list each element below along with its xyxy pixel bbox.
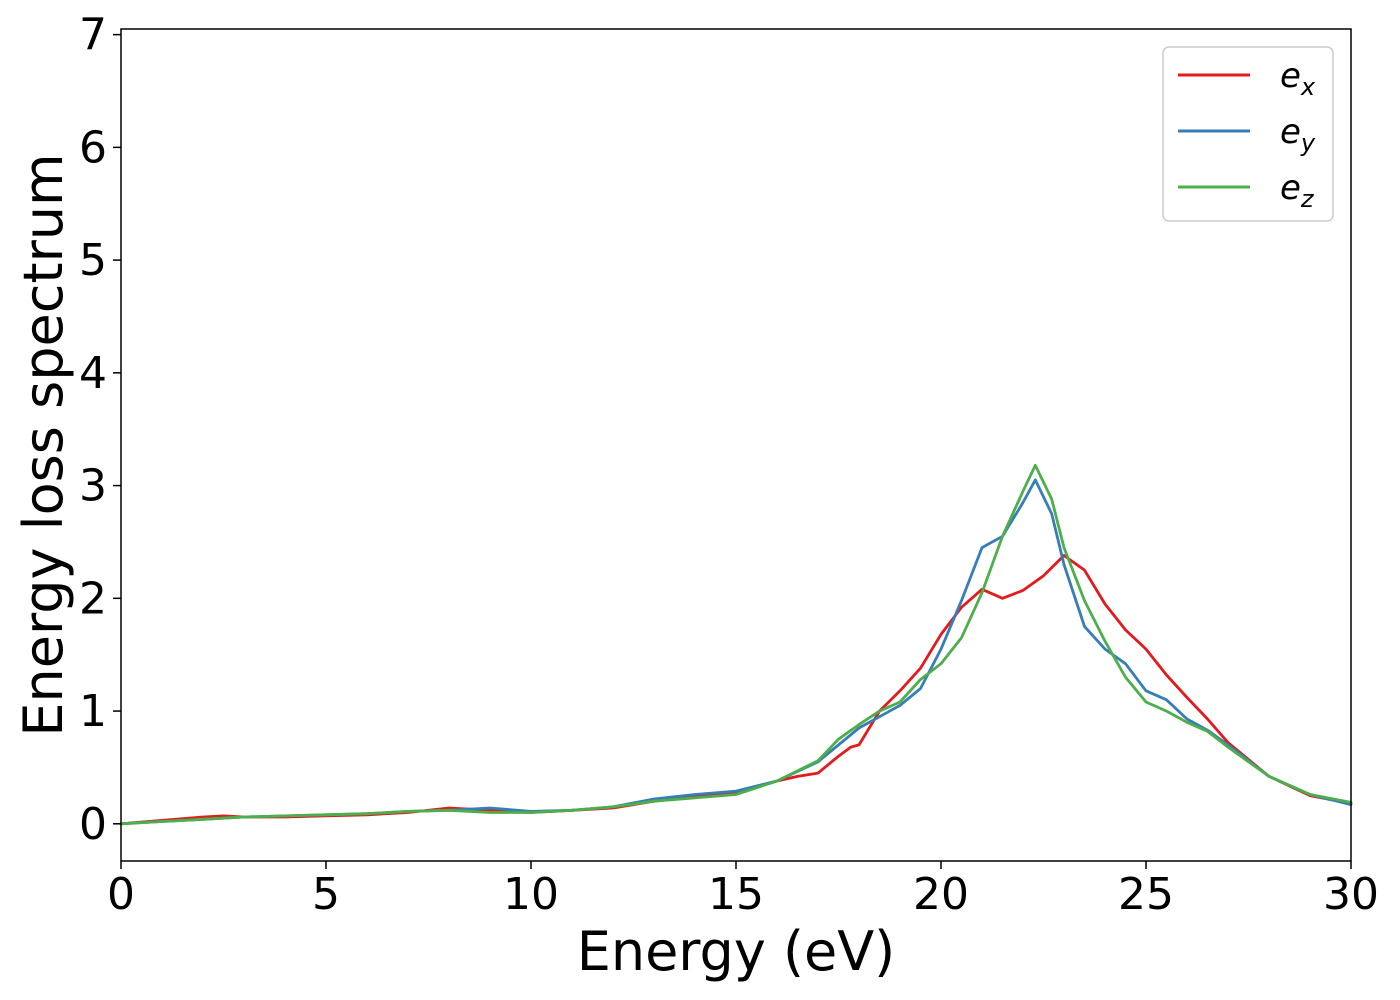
y-tick-label: 3 [79, 461, 107, 512]
legend-label-y: ey [1280, 112, 1316, 157]
x-axis-label: Energy (eV) [577, 920, 896, 983]
y-tick-label: 4 [79, 348, 107, 399]
x-tick-label: 10 [503, 869, 559, 920]
legend-label-x: ex [1280, 56, 1316, 101]
series-line-z [119, 463, 1353, 826]
x-tick-label: 30 [1323, 869, 1379, 920]
y-tick-label: 2 [79, 573, 107, 624]
legend-box [1162, 46, 1334, 222]
legend-label-z: ez [1280, 168, 1315, 213]
x-axis-ticks: 0 5 10 15 20 25 30 [107, 861, 1379, 920]
x-tick-label: 5 [312, 869, 340, 920]
y-axis-label: Energy loss spectrum [12, 153, 75, 736]
y-tick-label: 5 [79, 235, 107, 286]
y-axis-ticks: 0 1 2 3 4 5 6 7 [79, 10, 121, 850]
series-line-y [119, 478, 1353, 826]
x-tick-label: 15 [708, 869, 764, 920]
legend: ex ey ez [1162, 46, 1334, 222]
series-line-x [119, 554, 1353, 826]
x-tick-label: 0 [107, 869, 135, 920]
y-tick-label: 0 [79, 799, 107, 850]
series-layer [119, 463, 1353, 826]
y-tick-label: 7 [79, 10, 107, 61]
x-tick-label: 25 [1118, 869, 1174, 920]
x-tick-label: 20 [913, 869, 969, 920]
y-tick-label: 6 [79, 122, 107, 173]
y-tick-label: 1 [79, 686, 107, 737]
